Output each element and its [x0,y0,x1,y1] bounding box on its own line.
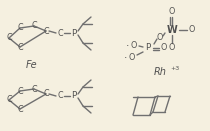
Text: C: C [57,29,63,37]
Text: C: C [17,86,23,95]
Text: ·: · [124,53,128,63]
Text: C: C [31,84,37,94]
Text: O: O [161,43,167,53]
Text: O: O [169,43,175,53]
Text: P: P [71,29,77,37]
Text: O: O [129,53,135,62]
Text: O: O [157,32,163,42]
Text: +3: +3 [170,66,179,70]
Text: P: P [145,43,151,53]
Text: C: C [17,105,23,113]
Text: Rh: Rh [154,67,167,77]
Text: C: C [57,91,63,100]
Text: O: O [189,26,195,34]
Text: W: W [167,25,177,35]
Text: O: O [169,7,175,17]
Text: C: C [17,42,23,51]
Text: O: O [131,42,137,50]
Text: C: C [31,21,37,31]
Text: C: C [43,89,49,99]
Text: C: C [6,34,12,42]
Text: Fe: Fe [26,60,38,70]
Text: C: C [6,95,12,105]
Text: C: C [43,26,49,36]
Text: C: C [17,23,23,32]
Text: P: P [71,91,77,100]
Text: ·: · [126,41,130,51]
